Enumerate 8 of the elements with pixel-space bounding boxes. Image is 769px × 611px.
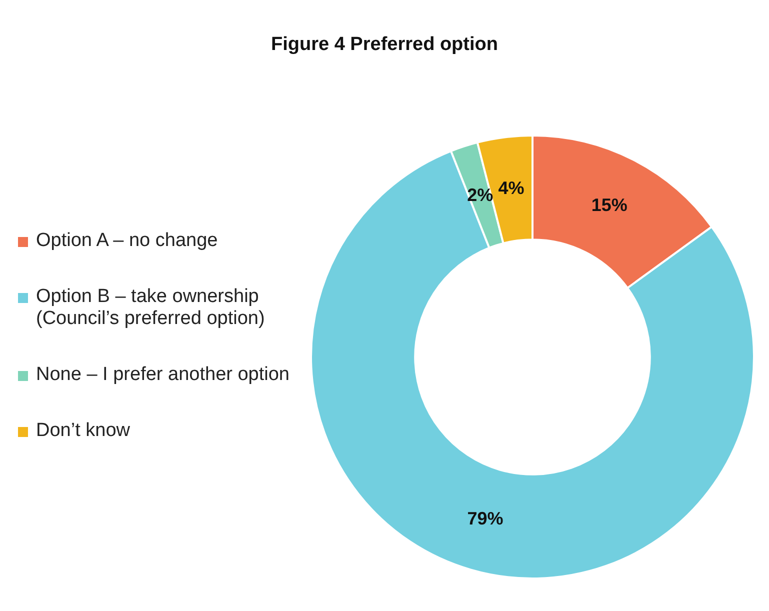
legend-label: Option B – take ownership (Council’s preferred option) bbox=[36, 286, 266, 330]
legend-label: Don’t know bbox=[36, 420, 130, 442]
legend-label: None – I prefer another option bbox=[36, 364, 290, 386]
legend-label: Option A – no change bbox=[36, 230, 218, 252]
chart-title: Figure 4 Preferred option bbox=[270, 34, 499, 56]
data-label: 15% bbox=[591, 194, 628, 215]
data-label: 4% bbox=[498, 178, 524, 198]
data-label: 79% bbox=[467, 508, 504, 529]
